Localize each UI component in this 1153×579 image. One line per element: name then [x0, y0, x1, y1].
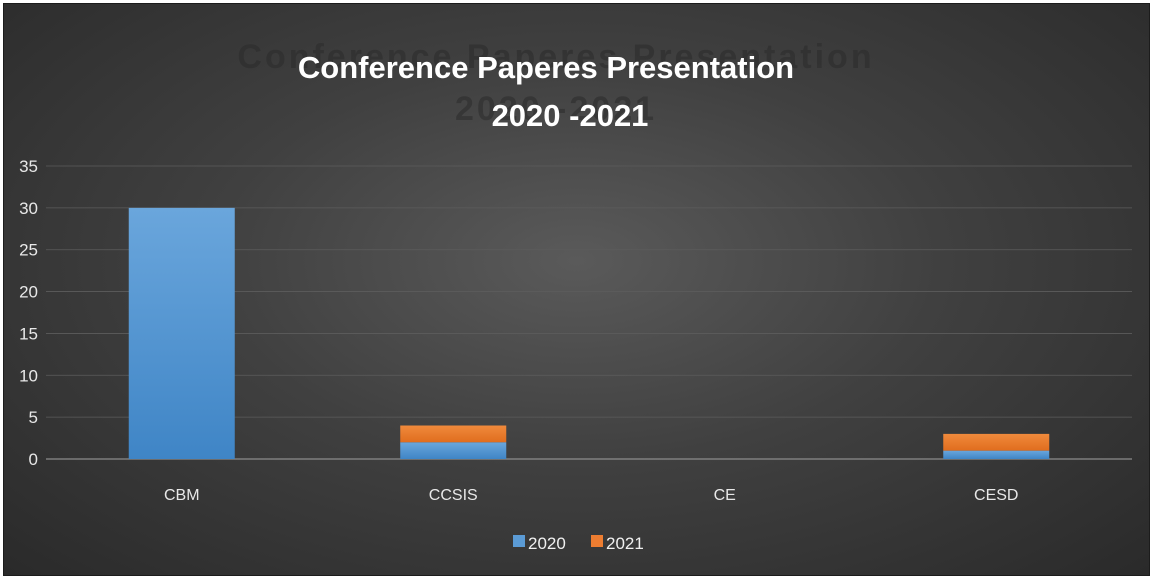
x-category-label: CCSIS: [429, 487, 478, 504]
chart-subtitle: 2020 -2021: [492, 98, 649, 133]
x-category-label: CE: [714, 487, 736, 504]
y-tick-label: 0: [29, 450, 38, 469]
legend-label-2020: 2020: [528, 534, 566, 553]
y-tick-label: 35: [19, 157, 38, 176]
x-category-label: CBM: [164, 487, 200, 504]
legend-label-2021: 2021: [606, 534, 644, 553]
bar-ccsis-2020: [400, 442, 507, 459]
y-axis-ticks: 0 5 10 15 20 25 30 35: [19, 157, 38, 469]
chart-area: Conference Paperes Presentation 2020 -20…: [3, 3, 1150, 576]
chart-title-shadow: Conference Paperes Presentation: [237, 38, 874, 76]
legend-swatch-2021: [591, 535, 603, 547]
y-tick-label: 5: [29, 408, 38, 427]
y-tick-label: 25: [19, 241, 38, 260]
legend-swatch-2020: [513, 535, 525, 547]
bar-ccsis-2021: [400, 425, 507, 443]
bars: [128, 207, 1050, 459]
bar-cesd-2021: [943, 433, 1050, 451]
bar-cbm-2020: [128, 207, 235, 459]
y-tick-label: 10: [19, 366, 38, 385]
chart-subtitle-shadow: 2020 -2021: [455, 90, 657, 128]
y-tick-label: 15: [19, 324, 38, 343]
y-tick-label: 30: [19, 199, 38, 218]
bar-chart: Conference Paperes Presentation 2020 -20…: [19, 38, 1132, 553]
legend: 2020 2021: [513, 534, 644, 553]
chart-title: Conference Paperes Presentation: [298, 50, 794, 85]
y-tick-label: 20: [19, 283, 38, 302]
x-category-label: CESD: [974, 487, 1018, 504]
bar-cesd-2020: [943, 450, 1050, 459]
x-axis-categories: CBM CCSIS CE CESD: [164, 487, 1019, 504]
